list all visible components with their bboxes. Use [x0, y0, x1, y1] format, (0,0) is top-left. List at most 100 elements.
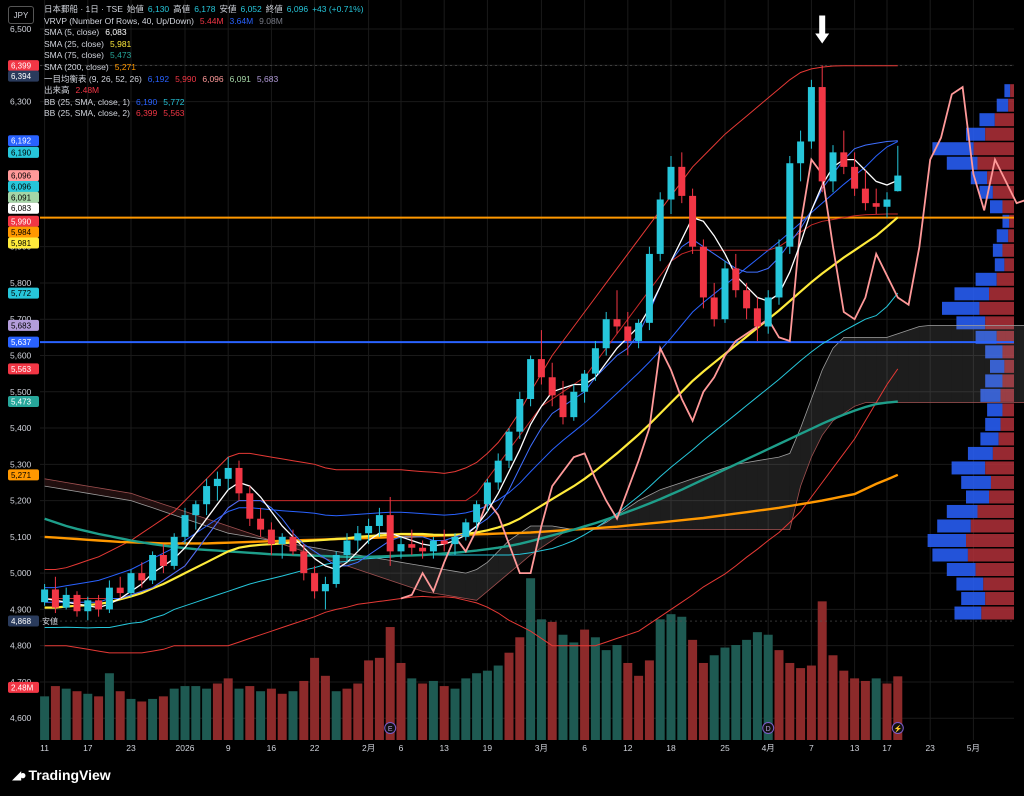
price-badge: 6,096: [8, 180, 39, 192]
price-badge-label: 6,091: [11, 193, 32, 202]
vrvp-row-up: [994, 258, 1005, 272]
vrvp-row-up: [980, 432, 999, 446]
legend-indicator-row[interactable]: 出来高 2.48M: [44, 85, 364, 97]
legend-indicator-row[interactable]: 一目均衡表 (9, 26, 52, 26) 6,192 5,990 6,096 6,09…: [44, 74, 364, 86]
vrvp-row-down: [989, 287, 1014, 301]
event-marker-label: ⚡: [893, 724, 902, 733]
price-badge: 5,683: [8, 319, 39, 331]
candle-body: [721, 268, 729, 320]
candle-body: [516, 399, 524, 432]
legend-indicator-row[interactable]: VRVP (Number Of Rows, 40, Up/Down) 5.44M 3…: [44, 16, 364, 28]
event-marker-label: D: [766, 726, 771, 733]
currency-badge[interactable]: JPY: [8, 6, 34, 24]
candle-body: [95, 600, 103, 610]
y-tick-label: 5,400: [10, 423, 32, 433]
vrvp-row-down: [1002, 403, 1014, 417]
volume-bar: [288, 691, 298, 740]
volume-bar: [148, 698, 158, 740]
legend-indicator-label: BB (25, SMA, close, 2): [44, 108, 130, 119]
event-marker[interactable]: ⚡: [891, 722, 904, 734]
x-tick-label: 23: [925, 743, 935, 753]
ichimoku-cloud-segment: [833, 337, 844, 421]
legend-indicator-label: SMA (25, close): [44, 38, 104, 49]
legend-header: 日本郵船 · 1日 · TSE 始値 6,130 高値 6,178 安値 6,052 …: [44, 4, 364, 14]
vrvp-row-down: [1004, 359, 1014, 373]
price-badge-label: 6,096: [11, 172, 32, 181]
price-badge: 2.48M: [8, 681, 39, 693]
volume-bar: [158, 696, 168, 740]
volume-bar: [115, 691, 125, 740]
candle-body: [775, 246, 783, 298]
symbol-name[interactable]: 日本郵船 · 1日 · TSE: [44, 4, 123, 14]
ichimoku-cloud-segment: [141, 496, 153, 508]
volume-bar: [623, 662, 633, 740]
price-badge-bg: [8, 170, 39, 182]
candle-body: [267, 529, 275, 545]
volume-bar: [785, 662, 795, 740]
legend-indicator-row[interactable]: BB (25, SMA, close, 1) 6,190 5,772: [44, 97, 364, 109]
price-badge: 6,083: [8, 202, 39, 214]
candle-body: [537, 359, 545, 378]
sma5-line: [44, 158, 899, 609]
price-badge-bg: [8, 681, 39, 693]
volume-bar: [698, 662, 708, 740]
candle-body: [257, 518, 265, 530]
candle-body: [408, 544, 416, 548]
volume-bar: [882, 683, 892, 740]
volume-bar: [72, 691, 82, 740]
price-badge-label: 5,981: [11, 239, 32, 248]
volume-bar: [396, 662, 406, 740]
vrvp-row-up: [932, 548, 968, 562]
tradingview-logo[interactable]: ◢● TradingView: [12, 767, 111, 783]
legend-indicator-row[interactable]: SMA (25, close) 5,981: [44, 39, 364, 51]
candle-body: [689, 195, 697, 247]
ichimoku-cloud-segment: [876, 337, 887, 403]
vrvp-row-up: [966, 127, 986, 141]
candle-body: [645, 253, 653, 323]
vrvp-row-down: [1000, 388, 1014, 402]
price-badge-label: 5,984: [11, 228, 32, 237]
event-marker[interactable]: D: [762, 722, 775, 734]
y-tick-label: 6,500: [10, 24, 32, 34]
candle-body: [365, 525, 373, 534]
candle-body: [354, 533, 362, 541]
volume-bar: [839, 670, 849, 740]
sma25-line: [44, 216, 899, 609]
x-tick-label: 5月: [967, 743, 980, 753]
vrvp-row-up: [990, 200, 1003, 214]
legend-indicator-value: 5,473: [110, 50, 132, 61]
y-tick-label: 4,800: [10, 641, 32, 651]
vrvp-row-down: [990, 475, 1014, 489]
y-tick-label: 5,200: [10, 496, 32, 506]
vrvp-row-up: [961, 592, 986, 606]
volume-bar: [806, 665, 816, 740]
price-badge: 6,394: [8, 70, 39, 82]
vrvp-row-up: [1002, 214, 1010, 228]
candle-body: [386, 515, 394, 552]
volume-bar: [83, 693, 93, 740]
volume-bar: [580, 629, 590, 740]
tenkan-line: [44, 140, 898, 603]
x-tick-label: 12: [623, 743, 633, 753]
legend-indicator-row[interactable]: BB (25, SMA, close, 2) 6,399 5,563: [44, 108, 364, 120]
ichimoku-cloud-segment: [962, 325, 974, 403]
bb2-lower-line: [44, 368, 899, 654]
vrvp-row-down: [1000, 417, 1014, 431]
y-tick-label: 5,300: [10, 459, 32, 469]
candle-body: [635, 322, 643, 341]
ichimoku-cloud-segment: [44, 478, 56, 488]
vrvp-row-up: [932, 142, 974, 156]
legend-indicator-row[interactable]: SMA (200, close) 5,271: [44, 62, 364, 74]
y-tick-label: 5,000: [10, 568, 32, 578]
ichimoku-cloud-segment: [843, 337, 855, 414]
legend-indicator-value: 5.44M: [199, 15, 224, 26]
legend-indicator-row[interactable]: SMA (75, close) 5,473: [44, 50, 364, 62]
legend-indicator-row[interactable]: SMA (5, close) 6,083: [44, 27, 364, 39]
volume-bar: [180, 686, 190, 740]
candle-body: [667, 166, 675, 200]
candle-body: [62, 594, 70, 608]
x-tick-label: 19: [483, 743, 493, 753]
event-marker[interactable]: E: [384, 722, 397, 734]
ichimoku-cloud-segment: [995, 325, 1006, 403]
